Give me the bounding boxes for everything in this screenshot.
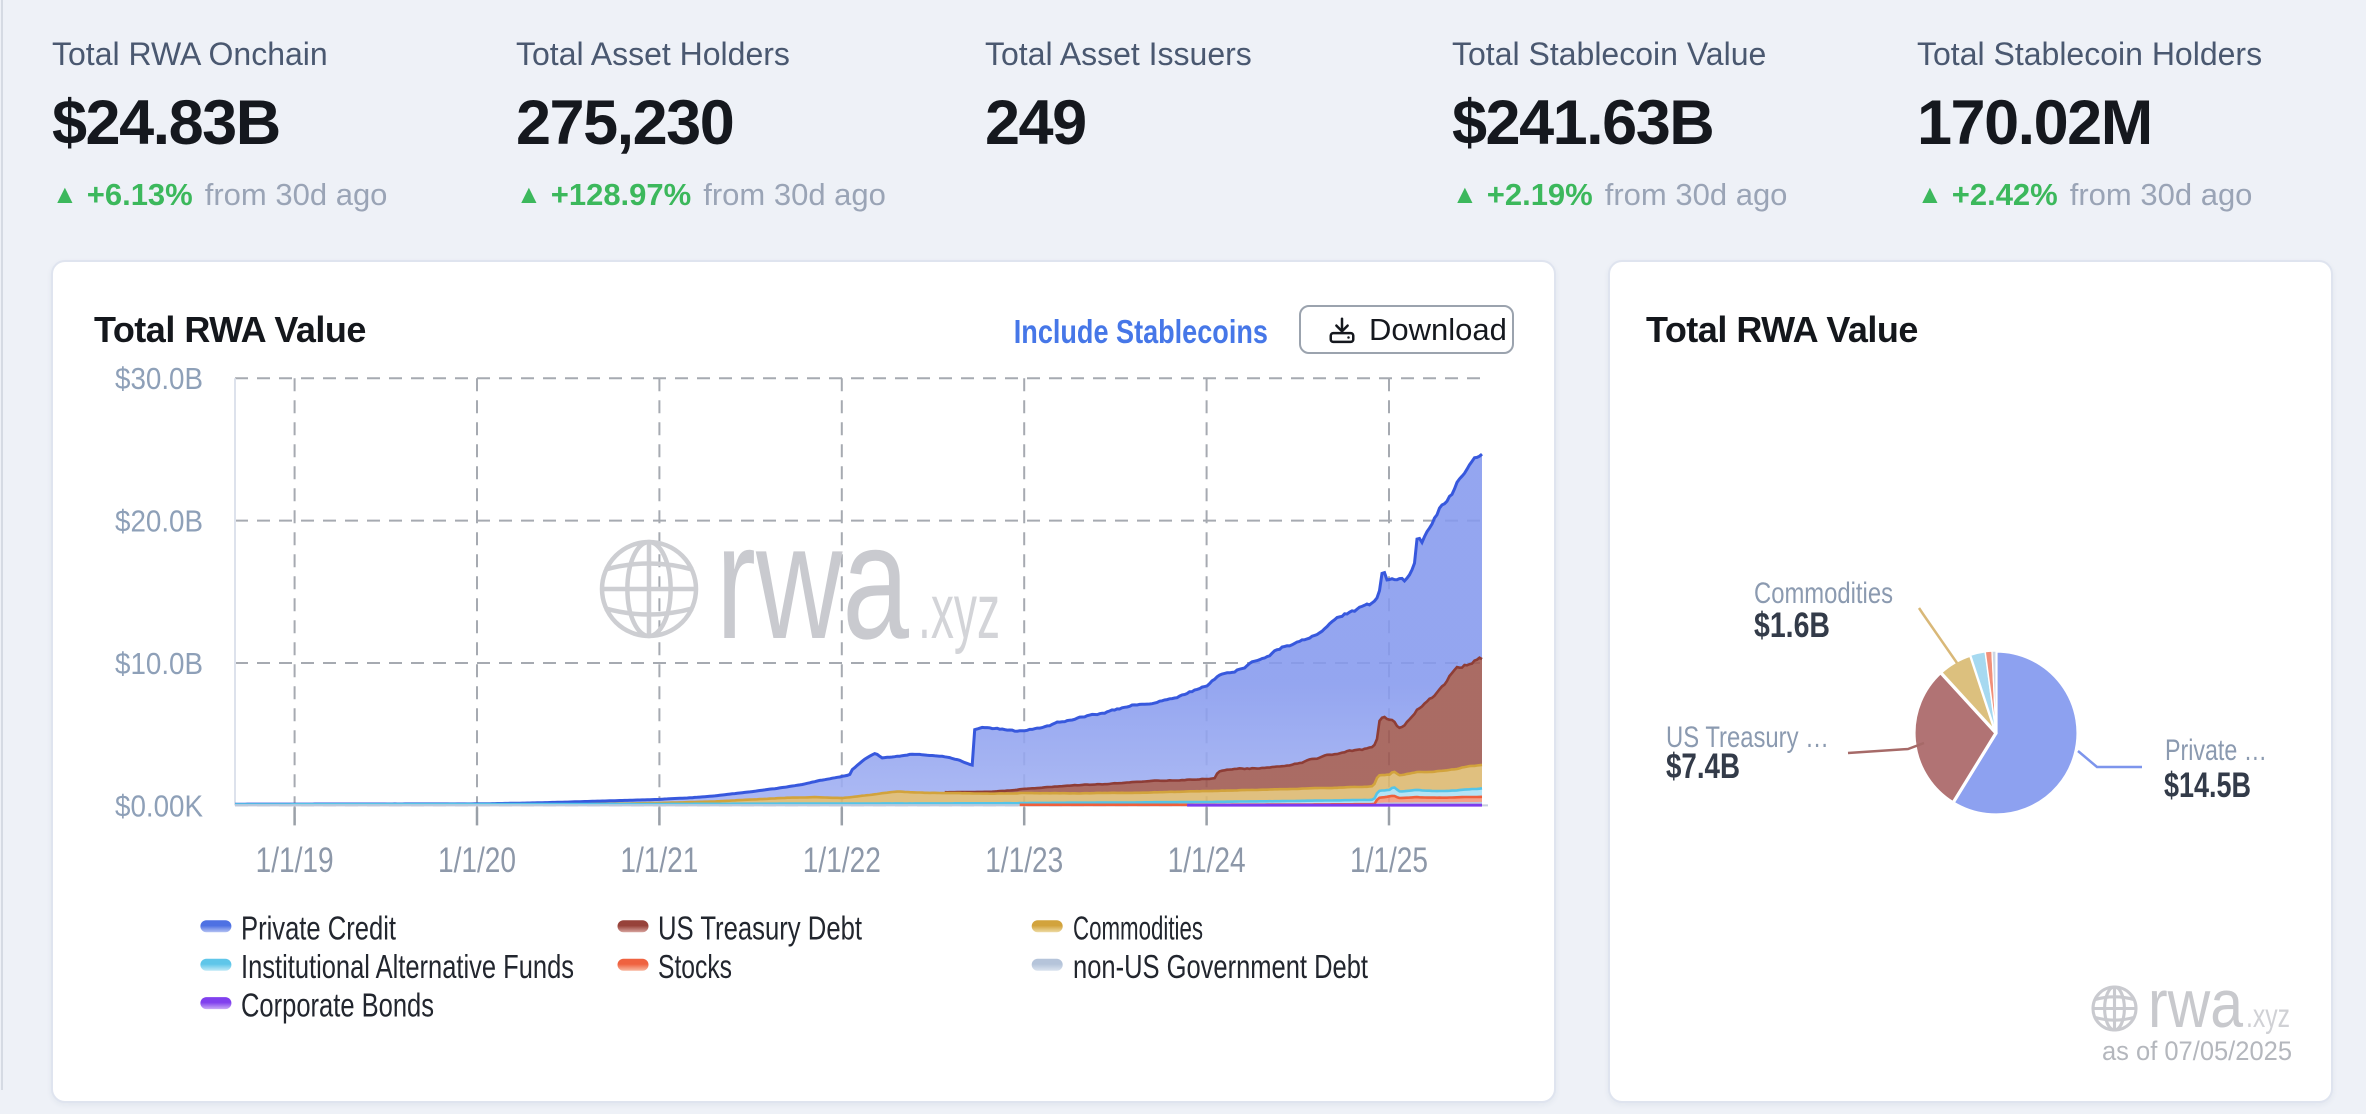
svg-text:.xyz: .xyz xyxy=(2246,997,2290,1034)
svg-text:as of 07/05/2025: as of 07/05/2025 xyxy=(2102,1036,2292,1066)
svg-text:$7.4B: $7.4B xyxy=(1666,747,1740,786)
svg-text:rwa: rwa xyxy=(716,490,910,673)
svg-text:$20.0B: $20.0B xyxy=(115,504,203,539)
svg-text:1/1/22: 1/1/22 xyxy=(803,841,881,880)
svg-text:1/1/21: 1/1/21 xyxy=(620,841,698,880)
svg-text:non-US Government Debt: non-US Government Debt xyxy=(1073,948,1368,985)
svg-text:$30.0B: $30.0B xyxy=(115,361,203,396)
svg-text:1/1/23: 1/1/23 xyxy=(985,841,1063,880)
svg-text:Stocks: Stocks xyxy=(658,948,732,985)
svg-text:Private …: Private … xyxy=(2165,734,2267,767)
svg-text:.xyz: .xyz xyxy=(918,567,1000,655)
svg-text:Institutional Alternative Fund: Institutional Alternative Funds xyxy=(241,948,574,985)
svg-text:$14.5B: $14.5B xyxy=(2164,766,2251,805)
svg-text:US Treasury …: US Treasury … xyxy=(1666,721,1829,754)
svg-text:Corporate Bonds: Corporate Bonds xyxy=(241,986,434,1023)
svg-text:1/1/20: 1/1/20 xyxy=(438,841,516,880)
svg-text:1/1/24: 1/1/24 xyxy=(1168,841,1246,880)
svg-text:Commodities: Commodities xyxy=(1073,910,1203,947)
svg-text:$10.0B: $10.0B xyxy=(115,646,203,681)
svg-text:Private Credit: Private Credit xyxy=(241,910,396,947)
svg-text:$0.00K: $0.00K xyxy=(115,788,203,823)
svg-text:US Treasury Debt: US Treasury Debt xyxy=(658,910,862,947)
svg-text:Commodities: Commodities xyxy=(1754,577,1893,610)
svg-text:1/1/25: 1/1/25 xyxy=(1350,841,1428,880)
svg-text:$1.6B: $1.6B xyxy=(1754,606,1830,645)
svg-text:rwa: rwa xyxy=(2148,966,2243,1042)
svg-text:1/1/19: 1/1/19 xyxy=(256,841,334,880)
